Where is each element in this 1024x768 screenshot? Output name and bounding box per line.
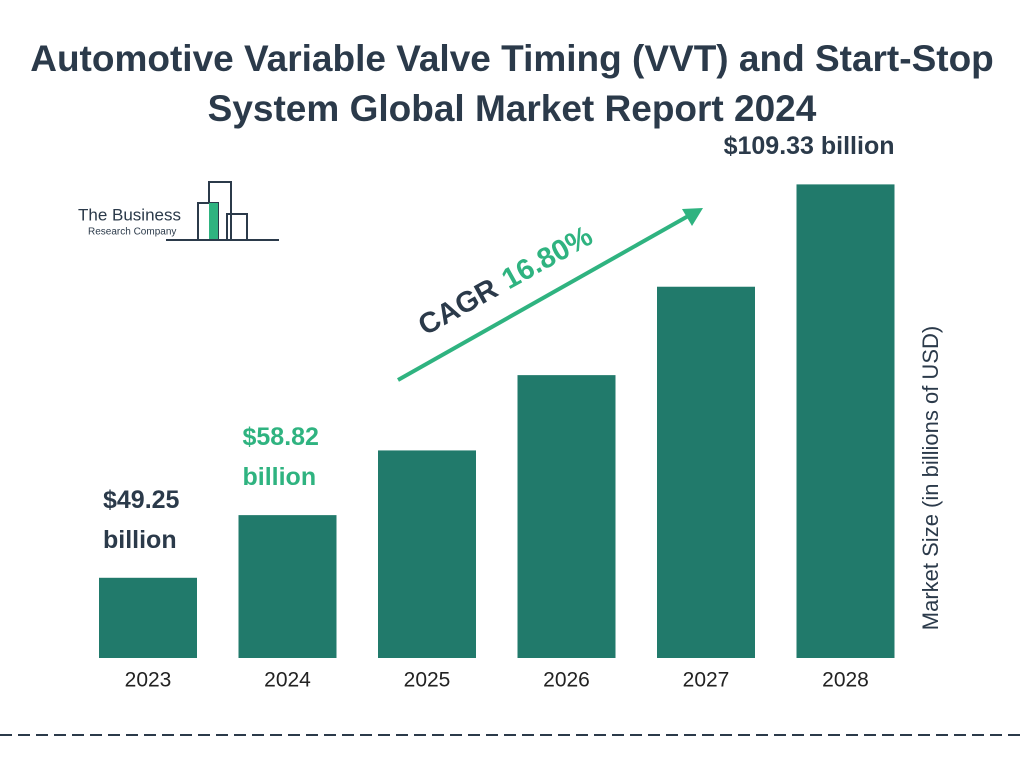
value-label: $58.82 billion: [242, 423, 319, 492]
y-axis-label: Market Size (in billions of USD): [918, 326, 943, 630]
bar: [657, 286, 755, 658]
value-label: $109.33 billion: [723, 132, 895, 161]
x-tick-label: 2024: [264, 669, 311, 692]
logo-shape: [209, 203, 218, 240]
cagr-label: CAGR: [413, 273, 503, 342]
x-tick-label: 2028: [822, 669, 869, 692]
x-tick-label: 2026: [543, 669, 590, 692]
bar: [99, 577, 197, 658]
logo-text: The Business: [78, 205, 181, 224]
bar: [378, 450, 476, 658]
logo-text: Research Company: [88, 227, 176, 238]
x-tick-label: 2025: [404, 669, 451, 692]
cagr-arrowhead: [682, 208, 703, 226]
cagr-arrow: [397, 213, 691, 382]
chart-title: Automotive Variable Valve Timing (VVT) a…: [30, 38, 994, 129]
x-tick-label: 2027: [683, 669, 730, 692]
logo: The Business Research Company: [78, 181, 279, 241]
value-label: $49.25 billion: [103, 485, 180, 554]
bar: [517, 375, 616, 658]
bar: [238, 515, 337, 658]
x-tick-label: 2023: [125, 669, 172, 692]
cagr-value: 16.80%: [497, 220, 599, 296]
bar: [796, 184, 895, 658]
